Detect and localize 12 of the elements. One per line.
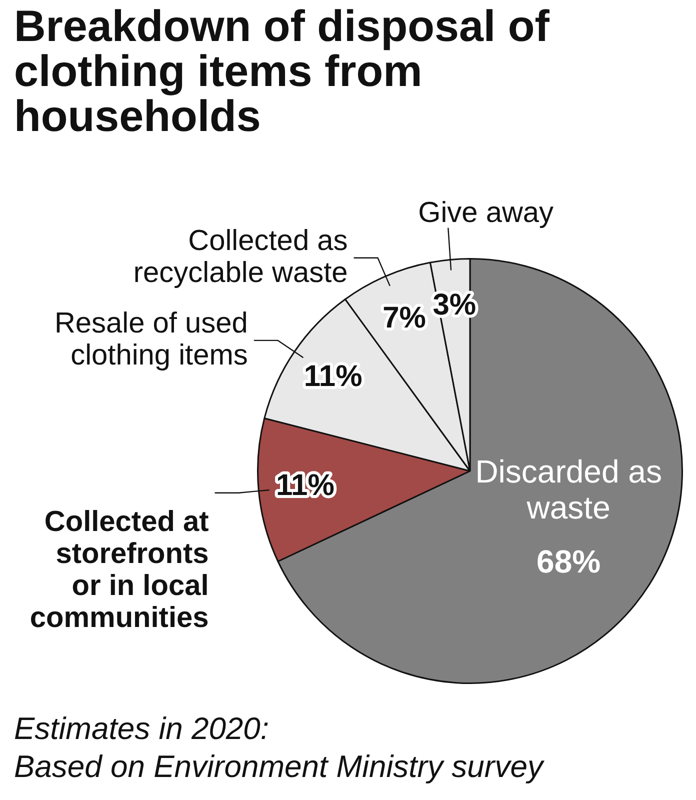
slice-label: Discarded as waste [475,453,662,526]
slice-label: Collected as recyclable waste [133,224,348,289]
slice-label: Collected at storefronts or in local communities [30,506,210,634]
chart-title: Breakdown of disposal of clothing items from households [14,2,550,143]
slice-label: Give away [418,196,554,229]
text: Estimates in 2020: [14,710,270,748]
slice-label: Resale of used clothing items [54,307,248,372]
data-label: 7% [382,301,426,334]
text: Based on Environment Ministry survey [14,748,546,786]
data-label: 68% [536,543,601,580]
data-label: 11% [276,468,334,502]
data-label: 11% [304,360,362,394]
